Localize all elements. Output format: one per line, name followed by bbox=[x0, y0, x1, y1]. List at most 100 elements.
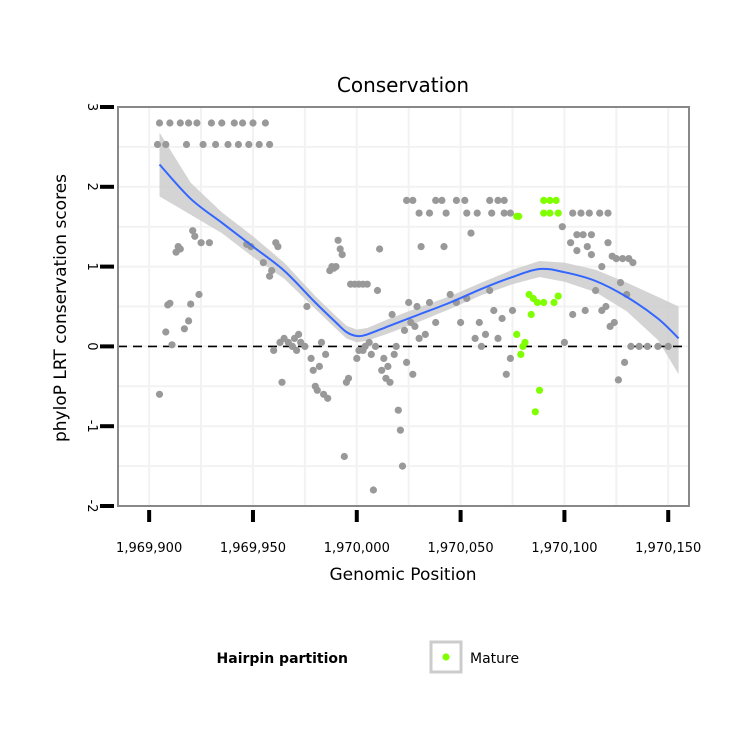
data-point-other bbox=[604, 209, 612, 217]
data-point-other bbox=[598, 306, 606, 315]
data-point-mature bbox=[535, 386, 544, 394]
data-point-other bbox=[189, 227, 197, 235]
data-point-other bbox=[205, 239, 213, 247]
data-point-other bbox=[567, 239, 575, 247]
data-point-other bbox=[353, 354, 361, 362]
data-point-other bbox=[573, 247, 581, 255]
data-point-other bbox=[403, 358, 411, 366]
data-point-other bbox=[180, 325, 188, 333]
data-point-other bbox=[579, 231, 587, 239]
data-point-other bbox=[373, 286, 382, 295]
x-tick-label: 1,969,950 bbox=[220, 541, 286, 556]
data-point-mature bbox=[533, 298, 542, 307]
data-point-other bbox=[380, 354, 388, 362]
legend-key-mature bbox=[442, 653, 450, 661]
data-point-other bbox=[403, 196, 411, 204]
y-axis-label: phyloP LRT conservation scores bbox=[51, 174, 71, 442]
data-point-other bbox=[560, 338, 569, 346]
data-point-other bbox=[643, 342, 652, 350]
data-point-other bbox=[494, 334, 502, 342]
data-point-other bbox=[162, 140, 170, 149]
data-point-other bbox=[193, 119, 201, 127]
data-point-other bbox=[295, 330, 303, 338]
x-tick-label: 1,969,900 bbox=[116, 541, 182, 556]
data-point-other bbox=[415, 334, 423, 342]
data-point-other bbox=[303, 302, 311, 311]
data-point-other bbox=[344, 374, 353, 382]
data-point-other bbox=[195, 290, 203, 299]
y-tick-label: 2 bbox=[84, 183, 99, 191]
legend-label-mature: Mature bbox=[470, 651, 519, 667]
data-point-other bbox=[322, 350, 330, 358]
data-point-other bbox=[317, 338, 326, 346]
data-point-other bbox=[197, 239, 205, 247]
data-point-other bbox=[338, 251, 346, 259]
data-point-other bbox=[388, 310, 396, 319]
data-point-other bbox=[168, 341, 176, 349]
data-point-other bbox=[340, 452, 348, 461]
data-point-mature bbox=[552, 196, 560, 204]
data-point-other bbox=[438, 196, 446, 204]
data-point-mature bbox=[540, 298, 548, 307]
data-point-mature bbox=[540, 209, 548, 217]
axes: 1,969,900 1,969,950 1,970,000 1,970,050 1,97… bbox=[84, 103, 701, 556]
data-point-other bbox=[477, 342, 485, 350]
data-point-other bbox=[363, 280, 371, 288]
data-point-other bbox=[577, 209, 585, 217]
data-point-other bbox=[392, 342, 400, 350]
data-point-other bbox=[463, 209, 471, 217]
y-tick-label: 3 bbox=[84, 103, 99, 111]
data-point-other bbox=[255, 140, 263, 149]
data-point-other bbox=[230, 119, 238, 127]
legend-title: Hairpin partition bbox=[217, 651, 348, 667]
data-point-other bbox=[396, 426, 404, 434]
data-point-other bbox=[185, 317, 193, 325]
data-point-other bbox=[486, 286, 494, 295]
data-point-other bbox=[446, 290, 454, 299]
data-point-other bbox=[502, 370, 510, 378]
data-point-other bbox=[153, 140, 162, 149]
data-point-other bbox=[155, 390, 164, 398]
data-point-other bbox=[307, 354, 315, 362]
data-point-other bbox=[621, 358, 629, 366]
data-point-mature bbox=[527, 310, 535, 319]
data-point-other bbox=[583, 243, 591, 251]
data-point-other bbox=[191, 232, 199, 240]
data-point-mature bbox=[521, 338, 529, 346]
data-point-other bbox=[413, 302, 421, 311]
data-point-other bbox=[398, 462, 407, 470]
data-point-other bbox=[336, 245, 344, 253]
data-point-other bbox=[386, 378, 394, 386]
data-point-other bbox=[274, 243, 282, 251]
data-point-mature bbox=[517, 350, 525, 358]
data-point-other bbox=[425, 298, 434, 307]
data-point-other bbox=[409, 196, 417, 204]
data-point-other bbox=[324, 394, 332, 402]
data-point-other bbox=[421, 330, 429, 338]
data-point-other bbox=[266, 272, 274, 280]
data-point-other bbox=[452, 196, 460, 204]
data-point-other bbox=[473, 209, 481, 217]
data-point-other bbox=[415, 209, 423, 217]
data-point-mature bbox=[515, 212, 523, 220]
data-point-other bbox=[334, 236, 342, 244]
data-point-other bbox=[581, 306, 589, 315]
data-point-other bbox=[587, 251, 596, 259]
data-point-other bbox=[506, 209, 514, 217]
data-point-other bbox=[585, 209, 593, 217]
data-point-other bbox=[268, 267, 276, 275]
data-point-other bbox=[569, 209, 577, 217]
data-point-other bbox=[664, 342, 672, 350]
data-point-mature bbox=[540, 196, 548, 204]
data-points bbox=[153, 119, 672, 494]
data-point-other bbox=[176, 245, 184, 253]
data-point-other bbox=[234, 140, 242, 149]
data-point-other bbox=[365, 338, 373, 346]
data-point-other bbox=[494, 196, 502, 204]
data-point-other bbox=[278, 378, 286, 386]
data-point-other bbox=[604, 239, 612, 247]
data-point-other bbox=[417, 243, 425, 251]
data-point-other bbox=[301, 342, 309, 350]
data-point-other bbox=[390, 350, 398, 358]
